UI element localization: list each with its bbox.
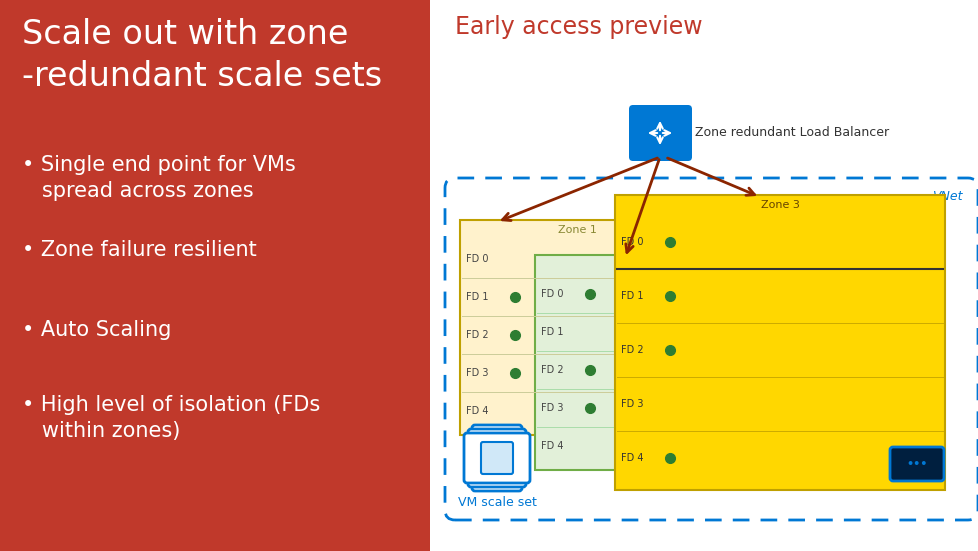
Text: FD 4: FD 4 (620, 453, 643, 463)
FancyBboxPatch shape (480, 442, 512, 474)
Text: Scale out with zone: Scale out with zone (22, 18, 348, 51)
Text: Zone redundant Load Balancer: Zone redundant Load Balancer (694, 127, 888, 139)
Text: FD 4: FD 4 (466, 406, 488, 416)
FancyBboxPatch shape (464, 433, 529, 483)
Text: FD 2: FD 2 (620, 345, 643, 355)
Text: FD 3: FD 3 (466, 368, 488, 378)
Text: FD 1: FD 1 (541, 327, 563, 337)
Text: FD 0: FD 0 (541, 289, 563, 299)
Text: FD 1: FD 1 (620, 291, 643, 301)
Text: • High level of isolation (FDs
   within zones): • High level of isolation (FDs within zo… (22, 395, 320, 441)
Text: • Zone failure resilient: • Zone failure resilient (22, 240, 256, 260)
Text: • Single end point for VMs
   spread across zones: • Single end point for VMs spread across… (22, 155, 295, 202)
Text: -redundant scale sets: -redundant scale sets (22, 60, 381, 93)
Text: Zone 2: Zone 2 (649, 260, 689, 270)
Text: FD 3: FD 3 (541, 403, 563, 413)
Bar (460, 220, 694, 435)
Text: FD 0: FD 0 (620, 237, 643, 247)
FancyBboxPatch shape (889, 447, 943, 481)
Text: FD 0: FD 0 (466, 254, 488, 264)
FancyBboxPatch shape (471, 425, 521, 491)
Text: FD 2: FD 2 (541, 365, 563, 375)
Text: FD 4: FD 4 (541, 441, 563, 451)
Bar (0, 0, 429, 551)
FancyBboxPatch shape (628, 105, 691, 161)
FancyBboxPatch shape (467, 429, 525, 487)
Bar (614, 195, 944, 490)
Text: FD 3: FD 3 (620, 399, 643, 409)
Text: Zone 3: Zone 3 (760, 200, 799, 210)
Text: VM scale set: VM scale set (457, 496, 536, 509)
Text: Zone 1: Zone 1 (557, 225, 596, 235)
Bar (534, 255, 804, 470)
Text: FD 2: FD 2 (466, 330, 488, 340)
Text: FD 1: FD 1 (466, 292, 488, 302)
Text: Early access preview: Early access preview (455, 15, 702, 39)
Text: • Auto Scaling: • Auto Scaling (22, 320, 171, 340)
Text: VNet: VNet (932, 190, 962, 203)
Text: •••: ••• (906, 459, 927, 469)
